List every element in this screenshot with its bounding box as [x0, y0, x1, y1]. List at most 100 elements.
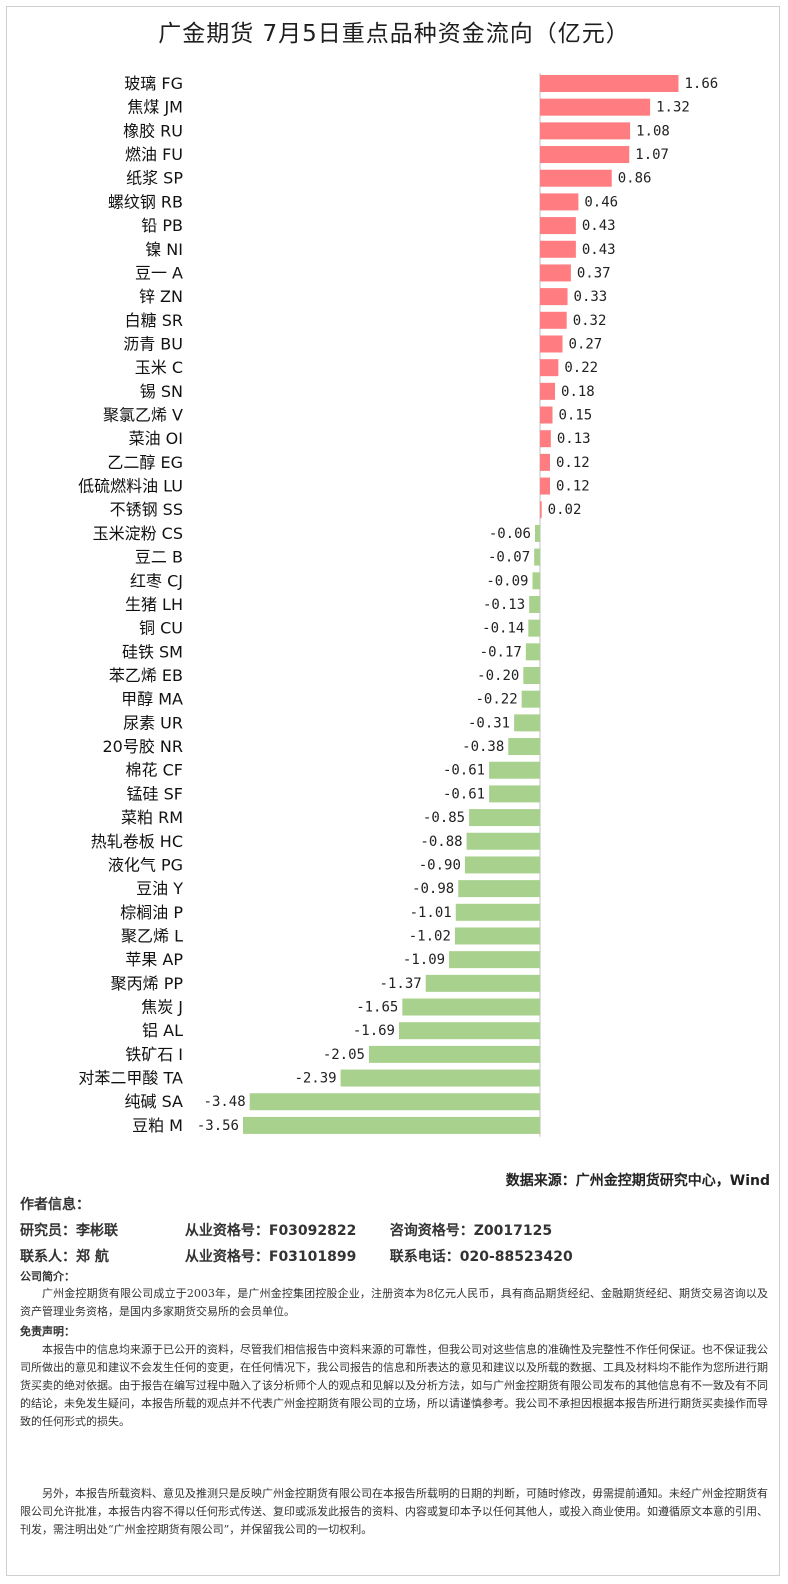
category-label: 不锈钢 SS — [110, 500, 183, 519]
value-label: -0.22 — [475, 692, 517, 708]
bar — [458, 880, 540, 898]
bar — [525, 643, 540, 661]
category-label: 纯碱 SA — [125, 1092, 184, 1111]
category-label: 玉米 C — [135, 358, 183, 377]
bar — [534, 524, 540, 542]
value-label: -1.65 — [356, 1000, 398, 1016]
category-label: 焦煤 JM — [127, 98, 183, 117]
value-label: -1.69 — [353, 1023, 395, 1039]
category-label: 硅铁 SM — [122, 642, 183, 661]
bar — [455, 903, 540, 921]
category-label: 聚氯乙烯 V — [103, 406, 183, 425]
category-label: 尿素 UR — [123, 713, 183, 732]
bar — [399, 1022, 540, 1040]
bar — [469, 809, 540, 827]
category-label: 苯乙烯 EB — [109, 666, 183, 685]
category-label: 棉花 CF — [126, 761, 183, 780]
value-label: -0.38 — [462, 739, 504, 755]
bar — [540, 477, 551, 495]
category-label: 液化气 PG — [108, 855, 183, 874]
company-intro-text: 广州金控期货有限公司成立于2003年，是广州金控集团控股企业，注册资本为8亿元人… — [20, 1287, 768, 1318]
value-label: -0.61 — [443, 763, 485, 779]
value-label: -0.61 — [443, 786, 485, 802]
value-label: -1.37 — [380, 976, 422, 992]
bar — [540, 406, 553, 424]
bar — [454, 927, 540, 945]
value-label: 1.66 — [684, 76, 718, 92]
value-label: -0.31 — [468, 715, 510, 731]
value-label: 0.18 — [561, 384, 595, 400]
author-row-contact: 联系人：郑 航 从业资格号：F03101899 联系电话：020-8852342… — [20, 1246, 573, 1266]
value-label: -3.56 — [197, 1118, 239, 1134]
value-label: 0.12 — [556, 479, 590, 495]
category-label: 苹果 AP — [125, 950, 183, 969]
bar — [534, 548, 540, 566]
bar — [508, 738, 540, 756]
category-label: 热轧卷板 HC — [91, 832, 183, 851]
value-label: -0.09 — [486, 573, 528, 589]
value-label: -1.02 — [409, 928, 451, 944]
category-label: 豆一 A — [135, 263, 183, 282]
company-intro-heading: 公司简介： — [20, 1270, 75, 1283]
bar — [489, 785, 540, 803]
value-label: 1.08 — [636, 123, 670, 139]
value-label: 0.43 — [582, 218, 616, 234]
bar — [540, 335, 563, 353]
contact-license: 从业资格号：F03101899 — [184, 1249, 357, 1265]
value-label: -2.05 — [323, 1047, 365, 1063]
bar — [449, 951, 540, 969]
bar — [528, 619, 540, 637]
category-label: 豆油 Y — [136, 879, 183, 898]
disclaimer-heading: 免责声明： — [20, 1325, 75, 1338]
category-label: 螺纹钢 RB — [108, 192, 183, 211]
bar — [540, 288, 568, 306]
category-label: 纸浆 SP — [126, 169, 183, 188]
value-label: 0.13 — [557, 431, 591, 447]
bar — [529, 595, 540, 613]
bar — [540, 311, 567, 329]
bar — [464, 856, 540, 874]
bar — [523, 667, 540, 684]
value-label: -0.17 — [480, 644, 522, 660]
bar — [466, 832, 540, 850]
value-label: -3.48 — [204, 1094, 246, 1110]
value-label: 0.86 — [618, 171, 652, 187]
value-label: -0.07 — [488, 550, 530, 566]
category-label: 沥青 BU — [123, 334, 183, 353]
category-label: 铁矿石 I — [125, 1045, 183, 1064]
category-label: 锌 ZN — [139, 287, 183, 306]
disclaimer-paragraph-1: 本报告中的信息均来源于已公开的资料，尽管我们相信报告中资料来源的可靠性，但我公司… — [20, 1343, 768, 1428]
category-label: 20号胶 NR — [102, 737, 183, 756]
value-label: 0.43 — [582, 242, 616, 258]
category-label: 生猪 LH — [125, 595, 183, 614]
bar — [532, 572, 540, 590]
bar — [489, 761, 540, 779]
bar — [540, 193, 579, 211]
value-label: -1.09 — [403, 952, 445, 968]
category-label: 铝 AL — [142, 1021, 183, 1040]
researcher-consult-license: 咨询资格号：Z0017125 — [389, 1223, 553, 1239]
value-label: -0.14 — [482, 621, 524, 637]
category-label: 锡 SN — [140, 382, 183, 401]
bar — [540, 169, 612, 187]
value-label: -0.88 — [420, 834, 462, 850]
category-label: 橡胶 RU — [123, 121, 183, 140]
value-label: -0.90 — [419, 857, 461, 873]
researcher-license: 从业资格号：F03092822 — [184, 1223, 357, 1239]
category-label: 对苯二甲酸 TA — [78, 1069, 183, 1088]
bar — [540, 359, 559, 377]
bar — [540, 501, 542, 519]
category-label: 红枣 CJ — [130, 571, 183, 590]
category-label: 玉米淀粉 CS — [93, 524, 183, 543]
category-label: 豆二 B — [135, 548, 183, 567]
bar — [425, 974, 540, 992]
value-label: 0.12 — [556, 455, 590, 471]
category-label: 聚丙烯 PP — [111, 974, 184, 993]
category-label: 菜油 OI — [129, 429, 183, 448]
bar — [514, 714, 540, 732]
bar — [402, 998, 540, 1016]
value-label: 0.32 — [573, 313, 607, 329]
bar-chart: 玻璃 FG 1.66 焦煤 JM 1.32 橡胶 RU 1.08 燃油 FU 1.07 纸浆 S… — [78, 73, 718, 1137]
page-frame — [6, 6, 780, 1576]
category-label: 豆粕 M — [132, 1116, 183, 1135]
